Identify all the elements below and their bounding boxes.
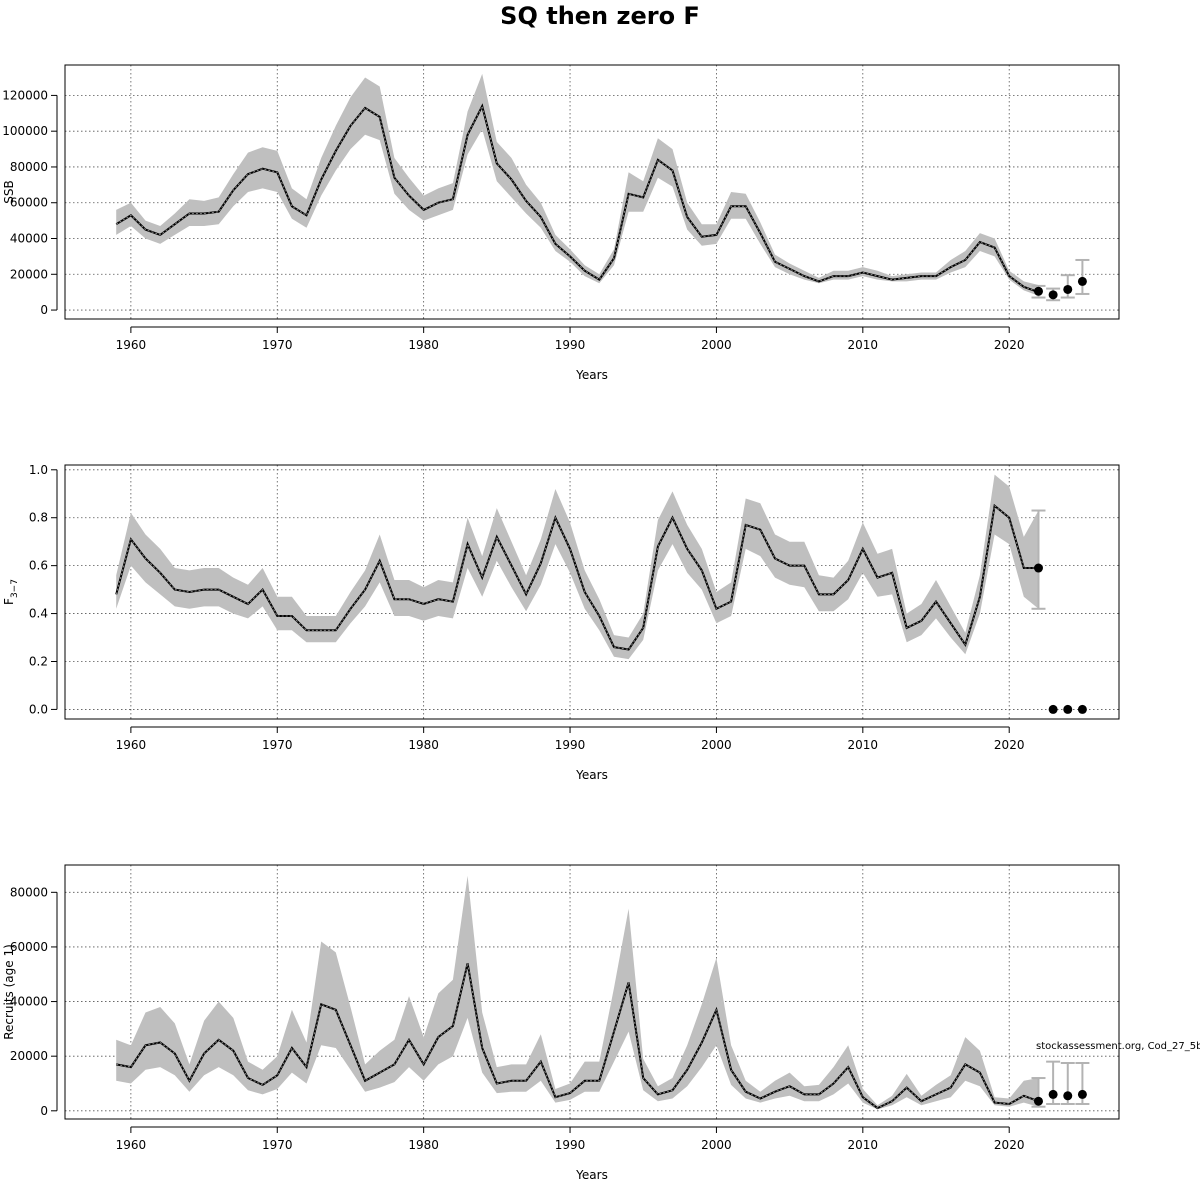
x-tick-label: 1970 (262, 338, 293, 352)
x-tick-label: 1980 (408, 1138, 439, 1152)
y-tick-label: 60000 (10, 940, 48, 954)
estimate-line-dotted (115, 104, 1039, 293)
y-tick-label: 100000 (2, 124, 48, 138)
forecast-point (1033, 1096, 1043, 1106)
y-tick-label: 60000 (10, 196, 48, 210)
x-tick-label: 2000 (701, 738, 732, 752)
y-tick-label: 80000 (10, 885, 48, 899)
y-tick-label: 120000 (2, 88, 48, 102)
y-axis-title-subscript: 3−7 (10, 579, 20, 598)
y-tick-label: 0.8 (29, 511, 48, 525)
forecast-point (1077, 276, 1087, 286)
plot-frame (64, 64, 1120, 320)
x-tick-label: 1960 (116, 1138, 147, 1152)
confidence-band (116, 73, 1039, 296)
x-tick-label: 1970 (262, 1138, 293, 1152)
plot-frame (64, 464, 1120, 720)
y-tick-label: 40000 (10, 995, 48, 1009)
y-axis-title: Recruits (age 1) (2, 944, 16, 1040)
y-tick-label: 0.2 (29, 654, 48, 668)
x-axis-title: Years (575, 768, 608, 782)
forecast-point (1048, 704, 1058, 714)
forecast-point (1063, 1091, 1073, 1101)
x-tick-label: 2010 (848, 1138, 879, 1152)
y-tick-label: 0 (40, 303, 48, 317)
y-tick-label: 0 (40, 1104, 48, 1118)
x-tick-label: 2000 (701, 1138, 732, 1152)
estimate-line (115, 103, 1039, 294)
x-tick-label: 1990 (555, 1138, 586, 1152)
chart-title: SQ then zero F (500, 2, 700, 30)
x-tick-label: 1990 (555, 738, 586, 752)
forecast-point (1048, 290, 1058, 300)
y-tick-label: 20000 (10, 1049, 48, 1063)
y-tick-label: 0.0 (29, 702, 48, 716)
x-tick-label: 1970 (262, 738, 293, 752)
ssb-panel: 1960 1970 1980 1990 2000 2010 2020 0 20000 40000 6… (2, 64, 1120, 382)
x-tick-label: 2000 (701, 338, 732, 352)
x-tick-label: 2010 (848, 738, 879, 752)
y-tick-label: 0.4 (29, 607, 48, 621)
y-axis-title: SSB (2, 180, 16, 203)
plot-frame (64, 864, 1120, 1120)
forecast-point (1063, 284, 1073, 294)
x-tick-label: 1980 (408, 338, 439, 352)
x-tick-label: 1990 (555, 338, 586, 352)
forecast-point (1063, 704, 1073, 714)
estimate-line-dotted (115, 504, 1039, 650)
forecast-point (1077, 1089, 1087, 1099)
x-tick-label: 2010 (848, 338, 879, 352)
y-tick-label: 20000 (10, 267, 48, 281)
x-tick-label: 2020 (994, 338, 1025, 352)
recruits-panel: 1960 1970 1980 1990 2000 2010 2020 0 20000 40000 6… (2, 864, 1120, 1182)
confidence-band (116, 474, 1039, 660)
fishing-mortality-panel: 1960 1970 1980 1990 2000 2010 2020 0.0 0.2 0.4 0.6… (2, 463, 1120, 782)
y-axis-title: F3−7 (2, 579, 20, 605)
x-tick-label: 1980 (408, 738, 439, 752)
estimate-line-dotted (116, 963, 1039, 1109)
forecast-point (1077, 704, 1087, 714)
y-tick-label: 0.6 (29, 559, 48, 573)
confidence-band (116, 875, 1039, 1110)
x-tick-label: 2020 (994, 1138, 1025, 1152)
y-tick-label: 1.0 (29, 463, 48, 477)
forecast-point (1033, 286, 1043, 296)
source-footnote: stockassessment.org, Cod_27_5b (1036, 1041, 1200, 1052)
x-axis-title: Years (575, 368, 608, 382)
y-tick-label: 80000 (10, 160, 48, 174)
forecast-point (1033, 563, 1043, 573)
x-tick-label: 2020 (994, 738, 1025, 752)
x-tick-label: 1960 (116, 738, 147, 752)
forecast-point (1048, 1089, 1058, 1099)
x-tick-label: 1960 (116, 338, 147, 352)
x-axis-title: Years (575, 1168, 608, 1182)
y-tick-label: 40000 (10, 232, 48, 246)
